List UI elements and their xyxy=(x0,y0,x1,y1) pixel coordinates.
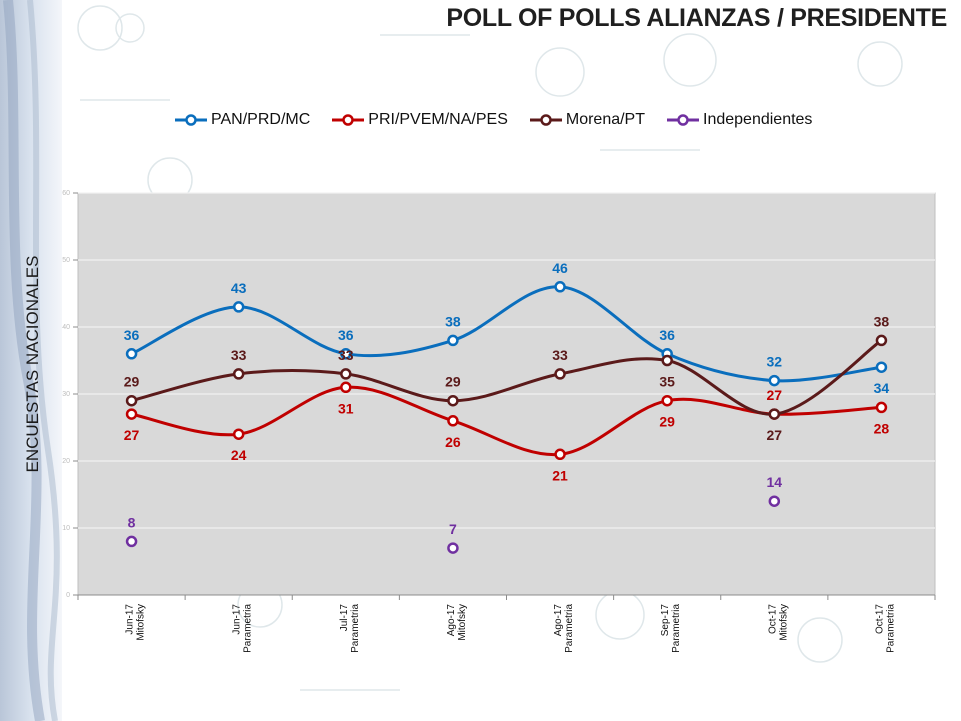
data-label: 14 xyxy=(767,474,783,490)
data-point xyxy=(340,348,352,360)
data-label: 33 xyxy=(231,347,247,363)
data-point xyxy=(554,281,566,293)
data-point xyxy=(661,354,673,367)
page-title: POLL OF POLLS ALIANZAS / PRESIDENTE xyxy=(446,4,947,32)
data-label: 7 xyxy=(449,521,457,537)
data-label: 43 xyxy=(231,280,247,296)
data-label: 34 xyxy=(874,380,890,396)
x-tick-label: Ago-17Mitofsky xyxy=(446,604,468,641)
data-label: 29 xyxy=(124,374,140,390)
data-label: 36 xyxy=(124,327,140,343)
legend: PAN/PRD/MC PRI/PVEM/NA/PES Morena/PT Indepe… xyxy=(175,111,812,129)
legend-label: PRI/PVEM/NA/PES xyxy=(368,111,508,128)
data-point xyxy=(875,334,888,347)
data-point xyxy=(554,448,566,461)
data-point xyxy=(447,415,459,427)
data-point xyxy=(768,495,781,507)
data-label: 38 xyxy=(445,313,461,329)
data-label: 28 xyxy=(874,420,890,436)
x-tick-label: Jul-17Parametria xyxy=(339,604,361,653)
legend-swatch xyxy=(332,114,365,126)
data-point xyxy=(768,374,781,387)
data-label: 29 xyxy=(445,374,461,390)
data-point xyxy=(447,394,459,407)
data-point xyxy=(125,408,138,420)
y-tick-label: 60 xyxy=(62,190,70,197)
y-tick-label: 30 xyxy=(62,391,70,398)
y-tick-label: 10 xyxy=(62,525,70,532)
data-point xyxy=(875,361,888,373)
data-label: 24 xyxy=(231,447,247,463)
legend-swatch xyxy=(667,114,699,126)
data-label: 33 xyxy=(338,347,354,363)
data-point xyxy=(340,381,352,394)
legend-entry: Morena/PT xyxy=(529,111,645,129)
data-label: 36 xyxy=(659,327,675,343)
data-point xyxy=(447,334,459,347)
data-label: 27 xyxy=(124,427,140,443)
x-tick-label: Jun-17Mitofsky xyxy=(125,604,147,641)
data-label: 36 xyxy=(338,327,354,343)
data-point xyxy=(554,368,566,380)
data-label: 31 xyxy=(338,400,354,416)
data-label: 46 xyxy=(552,260,568,276)
data-point xyxy=(125,394,138,407)
legend-swatch xyxy=(529,114,562,126)
data-point xyxy=(232,301,245,313)
x-tick-label: Sep-17Parametria xyxy=(660,604,682,653)
x-tick-label: Oct-17Parametria xyxy=(874,604,896,653)
data-label: 21 xyxy=(552,467,568,483)
legend-label: PAN/PRD/MC xyxy=(211,111,311,128)
data-label: 33 xyxy=(552,347,568,363)
data-point xyxy=(340,368,352,380)
y-tick-label: 50 xyxy=(62,257,70,264)
legend-entry: PAN/PRD/MC xyxy=(175,111,310,129)
data-label: 26 xyxy=(445,434,461,450)
data-point xyxy=(875,401,888,414)
data-point xyxy=(661,394,673,407)
data-point xyxy=(232,368,245,380)
legend-label: Independientes xyxy=(703,111,813,128)
y-tick-label: 0 xyxy=(66,592,70,599)
x-tick-label: Jun-17Parametria xyxy=(232,604,254,653)
legend-label: Morena/PT xyxy=(565,111,645,128)
series-line xyxy=(130,285,882,383)
data-point xyxy=(125,348,138,360)
data-point xyxy=(768,408,781,420)
data-label: 38 xyxy=(874,313,890,329)
data-label: 29 xyxy=(659,414,675,430)
legend-entry: PRI/PVEM/NA/PES xyxy=(332,111,508,129)
data-label: 32 xyxy=(767,354,783,370)
y-tick-label: 20 xyxy=(62,458,70,465)
data-point xyxy=(125,535,138,548)
data-point xyxy=(232,428,245,440)
y-tick-label: 40 xyxy=(62,324,70,331)
x-tick-label: Oct-17Mitofsky xyxy=(767,604,789,641)
data-label: 27 xyxy=(767,387,783,403)
data-point xyxy=(447,542,459,554)
x-tick-label: Ago-17Parametria xyxy=(553,604,575,653)
legend-swatch xyxy=(175,114,207,126)
data-label: 27 xyxy=(767,427,783,443)
legend-entry: Independientes xyxy=(667,111,812,129)
data-label: 8 xyxy=(128,514,136,530)
data-label: 35 xyxy=(659,374,675,390)
